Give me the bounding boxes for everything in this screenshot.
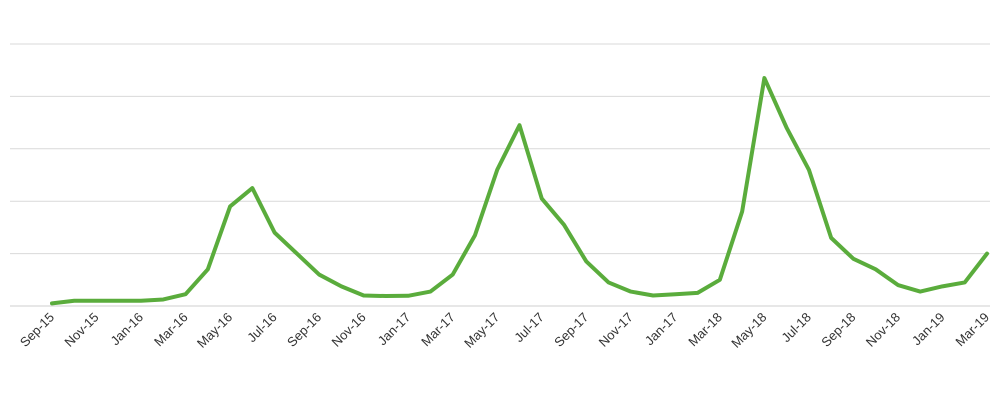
grid-lines <box>10 43 990 307</box>
series-line-0 <box>50 76 989 306</box>
x-tick-label: Jul-17 <box>511 310 547 346</box>
x-tick-label: Jan-17 <box>375 310 414 349</box>
x-tick-label: Nov-17 <box>596 310 636 350</box>
x-tick-label: Mar-19 <box>952 310 992 350</box>
x-tick-label: Nov-18 <box>863 310 903 350</box>
x-tick-label: May-17 <box>461 310 502 351</box>
x-tick-label: May-18 <box>728 310 769 351</box>
x-tick-label: Jan-16 <box>107 310 146 349</box>
x-tick-label: Nov-15 <box>61 310 101 350</box>
x-tick-label: Sep-16 <box>284 310 324 350</box>
x-tick-label: Mar-16 <box>151 310 191 350</box>
x-tick-label: Sep-18 <box>818 310 858 350</box>
x-tick-label: Nov-16 <box>329 310 369 350</box>
x-tick-label: Jan-19 <box>909 310 948 349</box>
x-tick-label: Jul-16 <box>244 310 280 346</box>
x-tick-labels: Sep-15 Nov-15 Jan-16 Mar-16 May-16 Jul-16 Sep-… <box>17 310 992 351</box>
series-layer <box>50 76 989 306</box>
x-tick-label: Sep-15 <box>17 310 57 350</box>
x-tick-label: Jul-18 <box>778 310 814 346</box>
x-tick-label: Jan-17 <box>642 310 681 349</box>
x-tick-label: Sep-17 <box>551 310 591 350</box>
x-tick-label: Mar-17 <box>418 310 458 350</box>
x-tick-label: May-16 <box>194 310 235 351</box>
x-tick-label: Mar-18 <box>685 310 725 350</box>
